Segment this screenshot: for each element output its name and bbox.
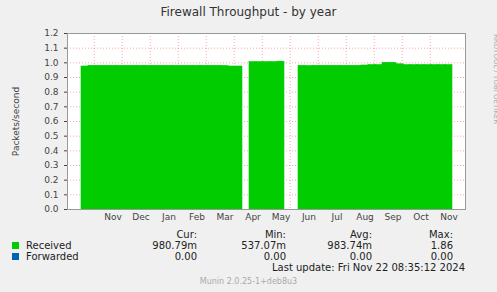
html-text:Firewall Throughput - by year: Firewall Throughput - by year (160, 5, 337, 19)
svg-text:Apr: Apr (245, 212, 261, 222)
svg-text:Dec: Dec (132, 212, 149, 222)
svg-text:0.4: 0.4 (44, 146, 59, 156)
svg-text:1.1: 1.1 (44, 43, 58, 53)
html-text:0.00: 0.00 (174, 251, 197, 262)
html-text:Received: Received (26, 240, 72, 251)
svg-text:1.2: 1.2 (44, 28, 58, 38)
svg-text:Jul: Jul (331, 212, 343, 222)
html-text:537.07m: 537.07m (241, 240, 286, 251)
svg-text:0.5: 0.5 (44, 131, 58, 141)
svg-text:Jan: Jan (161, 212, 176, 222)
svg-text:0.1: 0.1 (44, 190, 58, 200)
svg-text:Packets/second: Packets/second (11, 87, 21, 156)
html-text:Min:: Min: (264, 229, 286, 240)
html-text:980.79m: 980.79m (152, 240, 197, 251)
svg-text:Nov: Nov (104, 212, 122, 222)
html-text:Forwarded: Forwarded (26, 251, 79, 262)
svg-text:Nov: Nov (440, 212, 458, 222)
svg-text:Mar: Mar (217, 212, 234, 222)
svg-text:0.8: 0.8 (44, 87, 59, 97)
svg-text:Sep: Sep (385, 212, 402, 222)
svg-text:0.0: 0.0 (44, 204, 59, 214)
svg-text:1.0: 1.0 (44, 58, 59, 68)
svg-text:Aug: Aug (356, 212, 374, 222)
html-text:Last update: Fri Nov 22 08:35:: Last update: Fri Nov 22 08:35:12 2024 (272, 262, 465, 273)
svg-text:0.2: 0.2 (44, 175, 58, 185)
html-text:Cur:: Cur: (176, 229, 197, 240)
html-text:Avg:: Avg: (350, 229, 372, 240)
svg-text:May: May (272, 212, 291, 222)
svg-text:Jun: Jun (301, 212, 316, 222)
html-text:0.00: 0.00 (263, 251, 286, 262)
html-text:0.00: 0.00 (349, 251, 372, 262)
svg-text:0.3: 0.3 (44, 160, 58, 170)
svg-text:0.6: 0.6 (44, 116, 59, 126)
html-text:Max:: Max: (429, 229, 453, 240)
html-text:Munin 2.0.25-1+deb8u3: Munin 2.0.25-1+deb8u3 (199, 277, 298, 286)
svg-text:Feb: Feb (189, 212, 205, 222)
html-text:1.86: 1.86 (430, 240, 453, 251)
svg-text:Oct: Oct (413, 212, 429, 222)
html-text:983.74m: 983.74m (327, 240, 372, 251)
svg-text:0.9: 0.9 (44, 72, 59, 82)
svg-text:0.7: 0.7 (44, 102, 58, 112)
html-text:0.00: 0.00 (430, 251, 453, 262)
